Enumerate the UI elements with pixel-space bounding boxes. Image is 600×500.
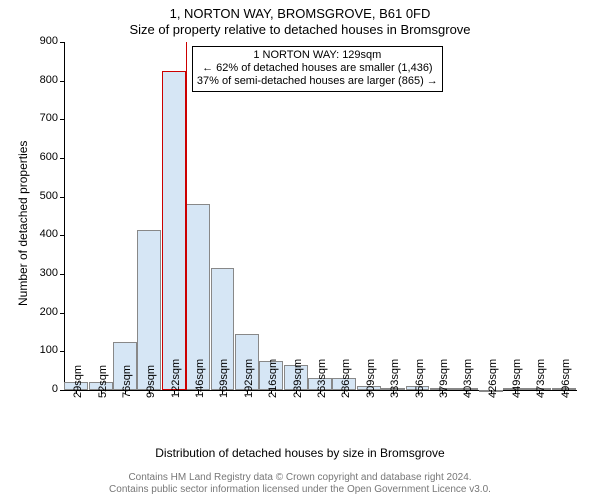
chart-title: 1, NORTON WAY, BROMSGROVE, B61 0FD bbox=[0, 0, 600, 22]
y-tick-label: 100 bbox=[28, 344, 58, 356]
y-tick bbox=[60, 42, 64, 43]
chart-subtitle: Size of property relative to detached ho… bbox=[0, 22, 600, 37]
y-tick bbox=[60, 197, 64, 198]
y-axis-label: Number of detached properties bbox=[16, 141, 30, 306]
annotation-line2: ← 62% of detached houses are smaller (1,… bbox=[197, 62, 438, 75]
reference-line bbox=[186, 42, 187, 390]
x-axis-label: Distribution of detached houses by size … bbox=[0, 446, 600, 460]
footer-line2: Contains public sector information licen… bbox=[0, 484, 600, 496]
y-tick-label: 800 bbox=[28, 74, 58, 86]
y-tick-label: 600 bbox=[28, 151, 58, 163]
y-tick bbox=[60, 158, 64, 159]
y-tick-label: 400 bbox=[28, 228, 58, 240]
y-tick bbox=[60, 235, 64, 236]
annotation-box: 1 NORTON WAY: 129sqm ← 62% of detached h… bbox=[192, 46, 443, 92]
footer: Contains HM Land Registry data © Crown c… bbox=[0, 472, 600, 496]
chart-container: 1, NORTON WAY, BROMSGROVE, B61 0FD Size … bbox=[0, 0, 600, 500]
histogram-bar bbox=[162, 71, 186, 390]
y-tick-label: 200 bbox=[28, 306, 58, 318]
y-tick bbox=[60, 313, 64, 314]
y-tick-label: 300 bbox=[28, 267, 58, 279]
y-tick-label: 0 bbox=[28, 383, 58, 395]
y-tick bbox=[60, 81, 64, 82]
annotation-line3: 37% of semi-detached houses are larger (… bbox=[197, 75, 438, 88]
y-tick bbox=[60, 274, 64, 275]
y-tick bbox=[60, 351, 64, 352]
y-tick-label: 500 bbox=[28, 190, 58, 202]
y-tick-label: 900 bbox=[28, 35, 58, 47]
footer-line1: Contains HM Land Registry data © Crown c… bbox=[0, 472, 600, 484]
y-tick bbox=[60, 119, 64, 120]
y-tick-label: 700 bbox=[28, 112, 58, 124]
y-tick bbox=[60, 390, 64, 391]
annotation-line1: 1 NORTON WAY: 129sqm bbox=[197, 49, 438, 62]
